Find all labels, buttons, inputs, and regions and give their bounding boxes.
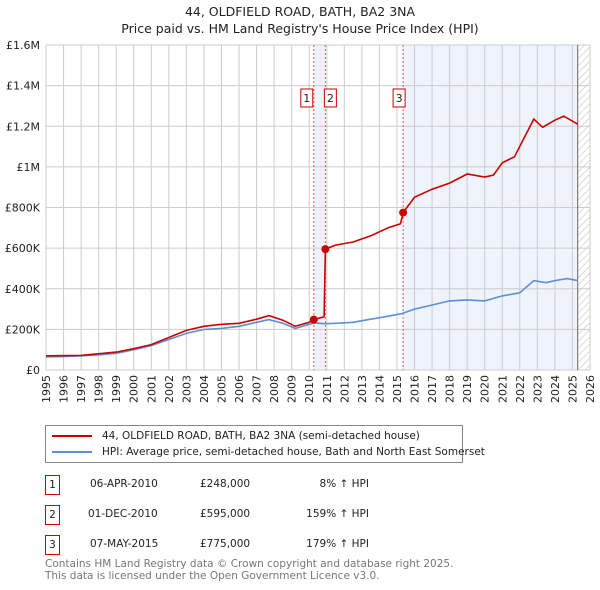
transaction-number: 2 — [45, 505, 60, 525]
y-tick-label: £1.6M — [6, 39, 40, 52]
x-tick-label: 2016 — [409, 375, 422, 403]
sale-point — [309, 315, 318, 324]
x-tick-label: 2004 — [198, 375, 211, 403]
sale-label-box — [300, 88, 314, 108]
x-tick-label: 2019 — [461, 375, 474, 403]
legend-swatch-hpi — [52, 451, 92, 453]
transaction-hpi: 8% ↑ HPI — [319, 478, 369, 490]
x-tick-label: 1995 — [40, 375, 53, 403]
transaction-hpi: 179% ↑ HPI — [306, 538, 369, 550]
transaction-price: £248,000 — [200, 478, 251, 490]
x-tick-label: 1997 — [75, 375, 88, 403]
y-tick-label: £800K — [5, 202, 41, 215]
price-chart: 1995 1996 1997 1998 1999 2000 2001 2002 2003 2004… — [5, 39, 597, 403]
y-tick-label: £1.4M — [6, 80, 40, 93]
x-tick-label: 2017 — [426, 375, 439, 403]
transaction-price: £775,000 — [200, 538, 251, 550]
sale-label: 3 — [396, 92, 403, 105]
transaction-number: 1 — [45, 475, 60, 495]
legend-item-property: 44, OLDFIELD ROAD, BATH, BA2 3NA (semi-d… — [52, 429, 420, 443]
transaction-hpi: 159% ↑ HPI — [306, 508, 369, 520]
legend-label-property: 44, OLDFIELD ROAD, BATH, BA2 3NA (semi-d… — [102, 430, 420, 442]
x-tick-label: 2009 — [286, 375, 299, 403]
x-tick-label: 2018 — [444, 375, 457, 403]
x-tick-label: 1999 — [110, 375, 123, 403]
x-tick-label: 2024 — [549, 375, 562, 403]
sale-label-box — [323, 88, 337, 108]
x-tick-label: 2022 — [514, 375, 527, 403]
y-tick-label: £1M — [17, 161, 41, 174]
x-tick-label: 2023 — [531, 375, 544, 403]
property-series-line — [45, 115, 579, 357]
y-tick-label: £400K — [5, 283, 41, 296]
transaction-row: 2 01-DEC-2010 £595,000 159% ↑ HPI — [45, 505, 545, 525]
footer-licence: This data is licensed under the Open Gov… — [45, 570, 380, 582]
x-tick-label: 2005 — [215, 375, 228, 403]
footer: Contains HM Land Registry data © Crown c… — [45, 558, 453, 582]
y-tick-label: £0 — [26, 364, 40, 377]
legend-label-hpi: HPI: Average price, semi-detached house,… — [102, 446, 485, 458]
x-tick-label: 2014 — [373, 375, 386, 403]
sale-label: 1 — [303, 92, 310, 105]
legend-swatch-property — [52, 435, 92, 437]
x-tick-label: 2020 — [479, 375, 492, 403]
x-tick-label: 2001 — [145, 375, 158, 403]
x-tick-label: 2002 — [163, 375, 176, 403]
chart-title: 44, OLDFIELD ROAD, BATH, BA2 3NA — [184, 4, 416, 19]
x-tick-label: 1998 — [93, 375, 106, 403]
transaction-row: 3 07-MAY-2015 £775,000 179% ↑ HPI — [45, 535, 545, 555]
legend-item-hpi: HPI: Average price, semi-detached house,… — [52, 445, 485, 459]
y-tick-label: £1.2M — [6, 120, 40, 133]
x-tick-label: 2011 — [321, 375, 334, 403]
x-tick-label: 2008 — [268, 375, 281, 403]
y-tick-label: £600K — [5, 242, 41, 255]
transaction-number: 3 — [45, 535, 60, 555]
footer-copyright: Contains HM Land Registry data © Crown c… — [45, 558, 454, 570]
transaction-date: 01-DEC-2010 — [88, 508, 158, 520]
x-tick-label: 2007 — [251, 375, 264, 403]
sale-point — [321, 245, 330, 254]
sale-label: 2 — [327, 92, 334, 105]
x-tick-label: 2003 — [180, 375, 193, 403]
sale-point — [399, 208, 408, 217]
x-tick-label: 2006 — [233, 375, 246, 403]
transaction-price: £595,000 — [200, 508, 251, 520]
chart-subtitle: Price paid vs. HM Land Registry's House … — [121, 21, 479, 36]
transaction-date: 06-APR-2010 — [90, 478, 158, 490]
transaction-date: 07-MAY-2015 — [90, 538, 159, 550]
hpi-series-line — [45, 277, 578, 358]
x-tick-label: 2021 — [496, 375, 509, 403]
transaction-row: 1 06-APR-2010 £248,000 8% ↑ HPI — [45, 475, 545, 495]
x-tick-label: 2013 — [356, 375, 369, 403]
x-tick-label: 1996 — [58, 375, 71, 403]
x-tick-label: 2012 — [338, 375, 351, 403]
sale-label-box — [392, 88, 406, 108]
legend: 44, OLDFIELD ROAD, BATH, BA2 3NA (semi-d… — [45, 425, 485, 463]
y-tick-label: £200K — [5, 323, 41, 336]
x-tick-label: 2026 — [584, 375, 597, 403]
x-tick-label: 2015 — [391, 375, 404, 403]
x-tick-label: 2010 — [303, 375, 316, 403]
x-tick-label: 2000 — [128, 375, 141, 403]
x-tick-label: 2025 — [566, 375, 579, 403]
